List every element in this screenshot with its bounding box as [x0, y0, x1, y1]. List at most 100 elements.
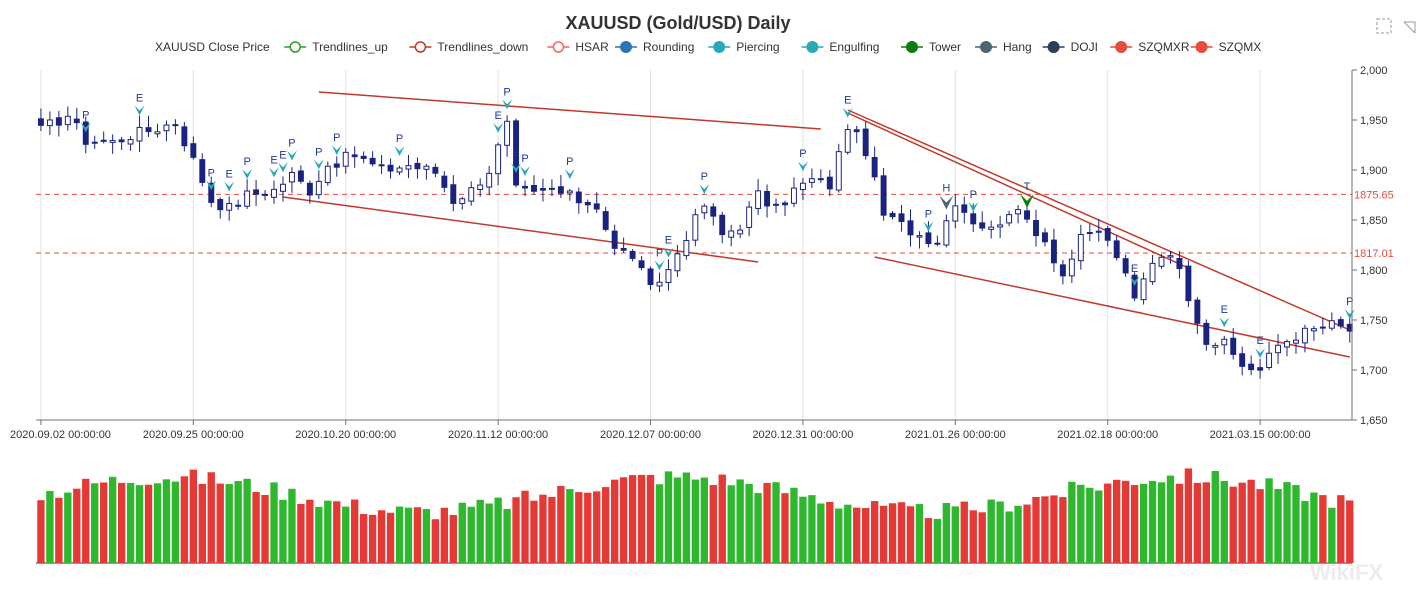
legend-label: XAUUSD Close Price	[155, 40, 270, 54]
volume-bar	[1113, 479, 1121, 563]
zoom-icon[interactable]	[1376, 18, 1392, 34]
volume-bars	[36, 468, 1354, 564]
volume-bar	[1041, 496, 1049, 563]
volume-bar	[1256, 489, 1264, 563]
volume-bar	[826, 501, 834, 563]
candle-body	[1041, 232, 1048, 243]
volume-bar	[835, 508, 843, 563]
restore-icon-path	[1403, 21, 1416, 34]
candle-body	[1266, 352, 1273, 369]
volume-bar	[279, 499, 287, 563]
candle-body	[925, 232, 932, 244]
candle-body	[504, 120, 511, 146]
volume-bar	[745, 483, 753, 563]
volume-bar	[1283, 482, 1291, 563]
volume-bar	[216, 483, 224, 563]
volume-bar	[1337, 495, 1345, 563]
candle-body	[1122, 258, 1129, 274]
restore-icon[interactable]	[1403, 21, 1416, 34]
watermark-text: WikiFX	[1310, 560, 1383, 585]
volume-bar	[1014, 505, 1022, 563]
volume-bar	[404, 507, 413, 563]
trendlines	[282, 91, 1351, 358]
y-tick-label: 1,800	[1360, 265, 1388, 277]
volume-bar	[225, 484, 233, 563]
volume-bar	[539, 494, 547, 563]
legend-label: Hang	[1003, 40, 1032, 54]
volume-bar	[315, 506, 323, 563]
toolbox[interactable]	[1376, 18, 1416, 34]
candle-body	[432, 166, 439, 174]
pattern-label: P	[656, 247, 663, 259]
volume-bar	[261, 494, 269, 563]
candle-body	[217, 199, 224, 211]
pattern-label: P	[512, 150, 519, 162]
volume-bar	[897, 502, 906, 563]
pattern-label: E	[494, 110, 501, 122]
pattern-label: P	[82, 109, 89, 121]
volume-bar	[1095, 490, 1103, 563]
legend-label: Rounding	[643, 40, 694, 54]
candles	[37, 106, 1353, 379]
legend-label: Engulfing	[829, 40, 879, 54]
volume-bar	[413, 507, 422, 563]
volume-bar	[727, 485, 735, 563]
candle-body	[378, 164, 385, 167]
zoom-icon-frame	[1376, 18, 1392, 34]
candle-body	[253, 189, 260, 195]
pattern-label: P	[970, 189, 977, 201]
volume-bar	[1077, 484, 1085, 563]
volume-bar	[548, 496, 556, 563]
volume-bar	[655, 484, 664, 563]
candle-body	[1167, 255, 1174, 258]
candle-body	[109, 140, 116, 143]
candle-body	[575, 191, 582, 204]
volume-bar	[395, 506, 404, 563]
candle-body	[73, 118, 80, 124]
volume-bar	[171, 481, 180, 563]
pattern-label: T	[1024, 181, 1031, 193]
pattern-label: P	[288, 137, 295, 149]
candle-body	[808, 178, 815, 183]
legend-item: Trendlines_down	[409, 40, 528, 54]
candle-body	[522, 185, 528, 189]
volume-bar	[763, 482, 771, 563]
candle-body	[961, 204, 968, 213]
pattern-label: P	[243, 156, 250, 168]
candle-body	[1346, 323, 1353, 332]
volume-bar	[234, 481, 242, 563]
legend-label: Tower	[929, 40, 961, 54]
y-tick-label: 1,850	[1360, 215, 1388, 227]
candle-body	[271, 188, 277, 198]
legend-dot-icon	[1115, 41, 1128, 53]
candle-body	[1158, 256, 1165, 267]
candle-body	[790, 187, 797, 204]
volume-bar	[691, 479, 700, 563]
candle-body	[539, 188, 546, 191]
candle-body	[674, 253, 681, 272]
volume-bar	[377, 510, 386, 563]
pattern-arrow-icon	[699, 184, 710, 195]
candle-body	[584, 201, 591, 206]
pattern-label: H	[942, 183, 950, 195]
volume-bar	[1148, 480, 1157, 563]
candle-body	[154, 131, 161, 135]
candle-body	[226, 202, 233, 211]
volume-bar	[1319, 495, 1327, 563]
volume-bar	[521, 490, 529, 563]
volume-bar	[117, 482, 126, 563]
candle-body	[1015, 209, 1022, 215]
volume-bar	[485, 503, 493, 563]
volume-bar	[870, 501, 879, 563]
pattern-label: E	[136, 92, 143, 104]
pattern-label: E	[1221, 304, 1228, 316]
candle-body	[1319, 326, 1326, 329]
volume-bar	[602, 487, 610, 563]
legend-item: Piercing	[708, 40, 780, 54]
volume-bar	[951, 506, 959, 563]
pattern-label: P	[315, 146, 322, 158]
candle-body	[898, 213, 905, 222]
volume-bar	[1274, 489, 1282, 563]
candle-body	[907, 220, 914, 236]
volume-bar	[799, 496, 807, 563]
